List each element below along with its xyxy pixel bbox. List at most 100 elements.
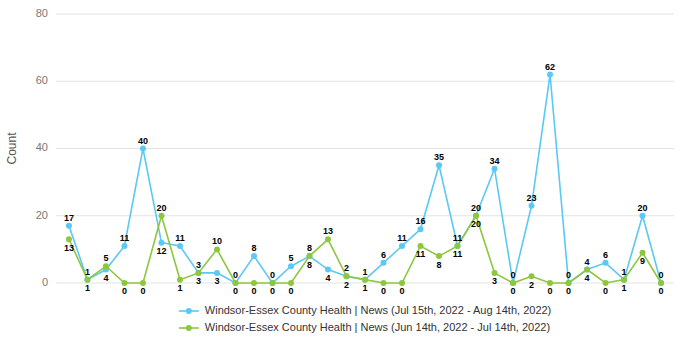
data-label: 11 [120, 233, 130, 243]
data-label: 3 [492, 276, 497, 286]
data-point [158, 240, 164, 246]
data-label: 8 [307, 260, 312, 270]
series-line [69, 75, 661, 283]
data-point [418, 226, 424, 232]
data-label: 16 [416, 216, 426, 226]
data-point [418, 243, 424, 249]
data-point [121, 243, 127, 249]
data-label: 8 [307, 243, 312, 253]
data-label: 11 [453, 233, 463, 243]
data-label: 1 [622, 283, 627, 293]
data-label: 20 [471, 219, 481, 229]
data-point [66, 236, 72, 242]
data-label: 1 [622, 267, 627, 277]
data-label: 0 [233, 286, 238, 296]
data-label: 6 [603, 250, 608, 260]
data-label: 9 [640, 256, 645, 266]
data-label: 0 [659, 286, 664, 296]
data-label: 23 [527, 193, 537, 203]
data-point [510, 280, 516, 286]
tick-label: 40 [36, 141, 48, 153]
data-point [529, 203, 535, 209]
legend-marker [186, 308, 192, 314]
data-point [177, 243, 183, 249]
data-point [603, 280, 609, 286]
data-label: 1 [362, 283, 367, 293]
y-axis: 020406080 [36, 7, 674, 288]
legend-label: Windsor-Essex County Health | News (Jul … [205, 304, 551, 316]
data-label: 2 [529, 280, 534, 290]
data-point [510, 280, 516, 286]
data-label: 5 [103, 253, 108, 263]
data-label: 0 [603, 286, 608, 296]
data-label: 0 [659, 270, 664, 280]
data-point [251, 280, 257, 286]
data-point [584, 267, 590, 273]
data-point [658, 280, 664, 286]
chart: 020406080Count17131145110400122011133310… [0, 0, 684, 355]
data-labels: 1713114511040012201113331000800050884132… [64, 62, 664, 297]
data-label: 0 [566, 286, 571, 296]
data-label: 40 [138, 136, 148, 146]
data-point [66, 223, 72, 229]
data-label: 62 [545, 62, 555, 72]
data-point [640, 250, 646, 256]
data-label: 0 [511, 270, 516, 280]
data-point [399, 243, 405, 249]
data-label: 0 [251, 286, 256, 296]
data-point [288, 263, 294, 269]
data-label: 12 [156, 246, 166, 256]
data-label: 20 [638, 203, 648, 213]
data-label: 10 [212, 236, 222, 246]
data-label: 0 [548, 286, 553, 296]
data-label: 4 [325, 273, 330, 283]
data-point [473, 213, 479, 219]
data-point [140, 146, 146, 152]
data-label: 0 [399, 286, 404, 296]
data-label: 0 [233, 270, 238, 280]
data-point [343, 273, 349, 279]
data-label: 0 [511, 286, 516, 296]
chart-container: 020406080Count17131145110400122011133310… [0, 0, 684, 355]
data-label: 2 [344, 280, 349, 290]
data-label: 13 [64, 243, 74, 253]
data-point [436, 162, 442, 168]
data-label: 4 [585, 273, 590, 283]
data-point [232, 280, 238, 286]
data-label: 20 [156, 203, 166, 213]
data-label: 5 [288, 253, 293, 263]
grid-line [56, 81, 674, 82]
data-point [306, 253, 312, 259]
legend: Windsor-Essex County Health | News (Jul … [179, 304, 551, 333]
legend-item: Windsor-Essex County Health | News (Jul … [179, 304, 551, 316]
data-point [362, 277, 368, 283]
data-point [584, 267, 590, 273]
tick-label: 0 [42, 276, 48, 288]
data-label: 3 [214, 276, 219, 286]
data-point [325, 236, 331, 242]
tick-label: 20 [36, 209, 48, 221]
data-point [343, 273, 349, 279]
grid-line [56, 14, 674, 15]
data-point [84, 277, 90, 283]
series-line [69, 216, 661, 283]
data-point [621, 277, 627, 283]
data-point [381, 280, 387, 286]
data-point [158, 213, 164, 219]
data-point [269, 280, 275, 286]
data-point [473, 213, 479, 219]
legend-marker [186, 325, 192, 331]
data-label: 0 [270, 286, 275, 296]
data-point [603, 260, 609, 266]
data-point [306, 253, 312, 259]
data-point [103, 263, 109, 269]
data-label: 11 [397, 233, 407, 243]
data-label: 3 [196, 260, 201, 270]
data-label: 4 [103, 273, 108, 283]
data-label: 13 [323, 226, 333, 236]
data-point [566, 280, 572, 286]
data-point [325, 267, 331, 273]
data-label: 34 [490, 156, 500, 166]
data-point [251, 253, 257, 259]
tick-label: 60 [36, 74, 48, 86]
